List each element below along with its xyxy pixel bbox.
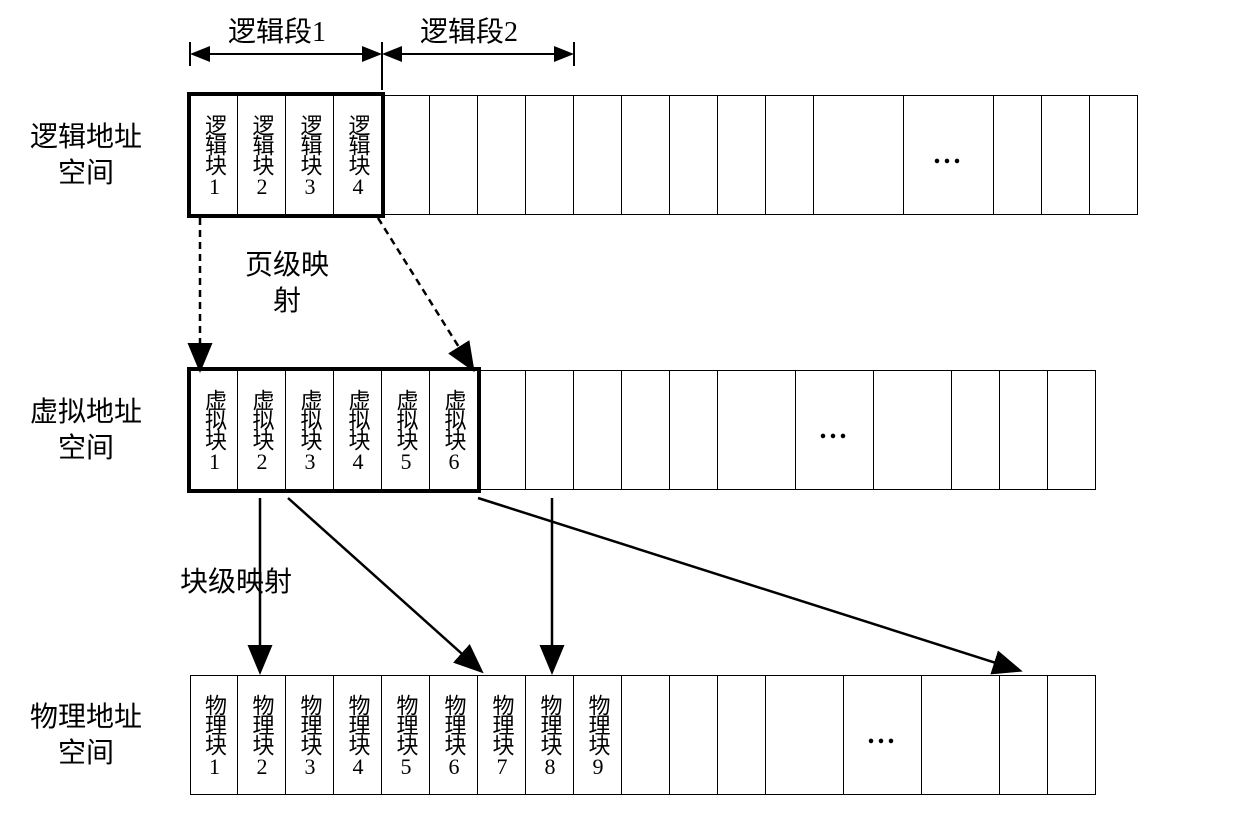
physical-blank — [718, 675, 766, 795]
physical-wide: ... — [844, 675, 922, 795]
block-map-arrow-4 — [478, 498, 1018, 670]
segment-2-label: 逻辑段2 — [420, 10, 518, 50]
physical-wide — [922, 675, 1000, 795]
virtual-block-1: 虚拟块1 — [190, 370, 238, 490]
physical-block-8: 物理块8 — [526, 675, 574, 795]
virtual-blank — [478, 370, 526, 490]
virtual-block-5: 虚拟块5 — [382, 370, 430, 490]
virtual-row: 虚拟块1虚拟块2虚拟块3虚拟块4虚拟块5虚拟块6... — [190, 370, 1096, 490]
logical-block-2: 逻辑块2 — [238, 95, 286, 215]
physical-wide — [766, 675, 844, 795]
physical-blank — [1000, 675, 1048, 795]
virtual-blank — [526, 370, 574, 490]
block-mapping-label: 块级映射 — [180, 565, 292, 601]
virtual-blank — [952, 370, 1000, 490]
logical-blank — [766, 95, 814, 215]
logical-block-3: 逻辑块3 — [286, 95, 334, 215]
physical-block-9: 物理块9 — [574, 675, 622, 795]
logical-wide: ... — [904, 95, 994, 215]
virtual-blank — [574, 370, 622, 490]
logical-blank — [670, 95, 718, 215]
physical-block-1: 物理块1 — [190, 675, 238, 795]
physical-blank — [622, 675, 670, 795]
virtual-blank — [1000, 370, 1048, 490]
physical-block-3: 物理块3 — [286, 675, 334, 795]
logical-blank — [478, 95, 526, 215]
virtual-block-2: 虚拟块2 — [238, 370, 286, 490]
virtual-space-label: 虚拟地址 空间 — [30, 395, 142, 468]
virtual-blank — [670, 370, 718, 490]
logical-block-1: 逻辑块1 — [190, 95, 238, 215]
physical-block-4: 物理块4 — [334, 675, 382, 795]
physical-block-6: 物理块6 — [430, 675, 478, 795]
virtual-blank — [1048, 370, 1096, 490]
block-map-arrow-2 — [288, 498, 480, 670]
logical-blank — [1090, 95, 1138, 215]
logical-block-4: 逻辑块4 — [334, 95, 382, 215]
logical-row: 逻辑块1逻辑块2逻辑块3逻辑块4... — [190, 95, 1138, 215]
logical-blank — [622, 95, 670, 215]
logical-wide — [814, 95, 904, 215]
physical-row: 物理块1物理块2物理块3物理块4物理块5物理块6物理块7物理块8物理块9... — [190, 675, 1096, 795]
logical-space-label: 逻辑地址 空间 — [30, 120, 142, 193]
physical-block-7: 物理块7 — [478, 675, 526, 795]
logical-blank — [382, 95, 430, 215]
virtual-block-3: 虚拟块3 — [286, 370, 334, 490]
virtual-block-6: 虚拟块6 — [430, 370, 478, 490]
logical-blank — [994, 95, 1042, 215]
physical-blank — [1048, 675, 1096, 795]
logical-blank — [574, 95, 622, 215]
logical-blank — [718, 95, 766, 215]
logical-blank — [430, 95, 478, 215]
logical-blank — [1042, 95, 1090, 215]
physical-block-2: 物理块2 — [238, 675, 286, 795]
segment-1-label: 逻辑段1 — [228, 10, 326, 50]
physical-block-5: 物理块5 — [382, 675, 430, 795]
physical-blank — [670, 675, 718, 795]
page-map-arrow-2 — [378, 218, 472, 368]
physical-space-label: 物理地址 空间 — [30, 700, 142, 773]
virtual-wide: ... — [796, 370, 874, 490]
virtual-blank — [622, 370, 670, 490]
virtual-wide — [718, 370, 796, 490]
page-mapping-label: 页级映 射 — [245, 248, 329, 321]
virtual-wide — [874, 370, 952, 490]
logical-blank — [526, 95, 574, 215]
virtual-block-4: 虚拟块4 — [334, 370, 382, 490]
